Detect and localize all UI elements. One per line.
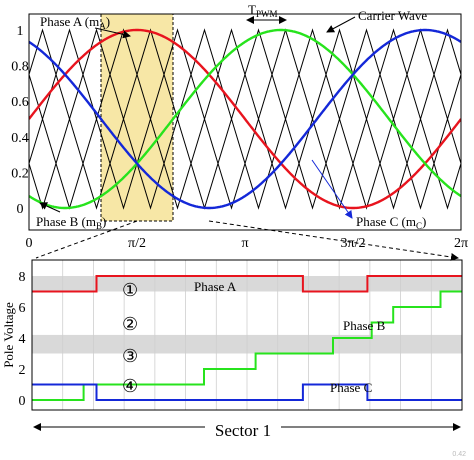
phase-a-label: Phase A (mA) <box>40 14 110 31</box>
phase-b-arrow <box>39 202 61 213</box>
phase-c-arrow <box>311 159 353 219</box>
top-y-tick-label: 0.6 <box>11 95 29 110</box>
top-x-tick-label: π/2 <box>128 236 146 251</box>
bottom-y-tick-label: 2 <box>19 363 26 378</box>
modulation-chart: 00.20.40.60.81 0 π/2 π 3π/2 2π Phase A (mA) … <box>11 2 468 251</box>
region-label-2: ② <box>122 314 138 335</box>
phase-a-step-label: Phase A <box>194 279 237 294</box>
bottom-plot-frame <box>31 259 463 411</box>
carrier-arrow <box>326 16 356 33</box>
carrier-waves <box>29 28 461 210</box>
phase-c-label: Phase C (mC) <box>356 214 426 231</box>
step-trace-phase-b <box>32 290 462 401</box>
sector-label-bg <box>205 418 281 438</box>
sector-label: Sector 1 <box>215 421 271 440</box>
carrier-4 <box>29 28 461 77</box>
carrier-wave-label: Carrier Wave <box>358 8 427 23</box>
top-y-ticks: 0 0.2 0.4 0.6 0.8 1 <box>11 24 29 217</box>
bottom-y-tick-label: 0 <box>19 394 26 409</box>
reference-wave-phase-c <box>29 28 461 210</box>
top-plot-frame <box>28 13 462 231</box>
top-x-ticks: 0 π/2 π 3π/2 2π <box>26 236 469 251</box>
top-y-tick-label: 0.8 <box>11 60 29 75</box>
top-x-tick-label: 3π/2 <box>341 236 366 251</box>
bottom-y-ticks: 0 2 4 6 8 <box>19 270 26 409</box>
top-y-tick-label: 0.2 <box>11 166 29 181</box>
pwm-period-label: TPWM <box>248 2 277 19</box>
bottom-y-tick-label: 8 <box>19 270 26 285</box>
step-trace-phase-c <box>32 383 462 401</box>
phase-a-arrow <box>94 27 131 39</box>
highlight-region <box>100 13 174 222</box>
bottom-y-tick-label: 6 <box>19 301 26 316</box>
pole-voltage-steps <box>32 275 462 401</box>
step-trace-phase-a <box>32 275 462 293</box>
top-y-tick-label: 1 <box>17 24 24 39</box>
carrier-3 <box>29 72 461 121</box>
reference-waves <box>29 28 461 210</box>
top-y-tick-label: 0.4 <box>11 131 29 146</box>
pole-voltage-axis-label: Pole Voltage <box>1 302 16 368</box>
zoom-guide-left <box>35 220 138 259</box>
reference-wave-phase-b <box>29 28 461 210</box>
region-label-4: ④ <box>122 376 138 397</box>
carrier-2 <box>29 117 461 166</box>
region-label-1: ① <box>122 280 138 301</box>
top-x-tick-label: 2π <box>454 236 468 251</box>
phase-b-step-label: Phase B <box>343 318 386 333</box>
top-x-tick-label: π <box>241 236 248 251</box>
pole-voltage-chart: 0 2 4 6 8 ① ② ③ ④ Phase A Phase B Phase C Po… <box>1 259 466 458</box>
top-x-tick-label: 0 <box>26 236 33 251</box>
phase-b-label: Phase B (mB) <box>36 214 106 231</box>
top-y-tick-label: 0 <box>17 202 24 217</box>
footer-mark: 0.42 <box>452 451 466 458</box>
region-label-3: ③ <box>122 346 138 367</box>
reference-wave-phase-a <box>29 28 461 210</box>
bottom-y-tick-label: 4 <box>19 332 26 347</box>
phase-c-step-label: Phase C <box>330 380 372 395</box>
